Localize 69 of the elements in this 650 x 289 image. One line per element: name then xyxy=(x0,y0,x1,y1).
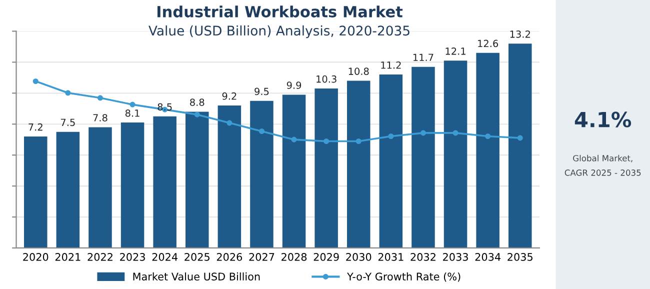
x-tick-label: 2022 xyxy=(88,253,112,261)
bar xyxy=(444,60,468,248)
x-tick-label: 2032 xyxy=(410,253,436,261)
bar xyxy=(379,74,403,248)
bar xyxy=(250,100,274,248)
x-tick-label: 2028 xyxy=(282,253,307,261)
text: CAGR 2025 - 2035 xyxy=(564,170,641,176)
point xyxy=(32,78,38,84)
point xyxy=(485,133,491,140)
point xyxy=(356,138,362,144)
x-tick-label: 2023 xyxy=(120,253,145,261)
bar xyxy=(56,132,80,248)
bar xyxy=(476,52,500,248)
bar xyxy=(186,112,209,248)
data-label: 8.8 xyxy=(190,98,204,106)
data-label: 7.8 xyxy=(93,114,108,122)
point xyxy=(65,90,71,96)
bar xyxy=(346,80,370,248)
x-tick-label: 2035 xyxy=(508,253,532,261)
text: Global Market, xyxy=(573,154,632,162)
data-label: 11.2 xyxy=(381,61,401,69)
bar xyxy=(314,88,338,248)
x-tick-label: 2025 xyxy=(184,253,210,261)
x-tick-label: 2031 xyxy=(378,253,404,261)
point xyxy=(420,130,426,136)
x-tick-label: 2024 xyxy=(152,253,178,261)
data-label: 9.2 xyxy=(222,92,236,100)
bar xyxy=(218,106,242,248)
bar xyxy=(120,122,144,248)
point xyxy=(452,130,458,136)
legend-label: Y-o-Y Growth Rate (%) xyxy=(347,272,460,282)
data-label: 10.8 xyxy=(348,68,369,75)
data-label: 9.9 xyxy=(286,82,302,89)
point xyxy=(388,133,394,140)
data-label: 7.2 xyxy=(28,123,42,131)
point xyxy=(130,102,136,108)
x-tick-label: 2020 xyxy=(23,253,48,261)
legend-label: Market Value USD Billion xyxy=(133,272,260,280)
x-tick-label: 2021 xyxy=(55,253,80,261)
point xyxy=(324,138,330,144)
x-tick-label: 2027 xyxy=(249,253,274,261)
data-label: 13.2 xyxy=(510,30,530,38)
point xyxy=(517,135,523,141)
data-label: 12.1 xyxy=(446,48,466,55)
data-label: 10.3 xyxy=(316,75,336,83)
x-tick-label: 2026 xyxy=(216,253,242,261)
bar xyxy=(153,116,176,248)
chart-title: Industrial Workboats Market xyxy=(157,6,403,18)
x-tick-label: 2034 xyxy=(475,253,500,261)
data-label: 12.6 xyxy=(478,40,498,48)
data-label: 8.1 xyxy=(125,109,140,117)
x-tick-label: 2033 xyxy=(443,253,468,261)
point xyxy=(194,112,200,118)
bar xyxy=(282,94,306,248)
data-label: 9.5 xyxy=(254,88,269,96)
bar xyxy=(412,66,435,248)
x-tick-label: 2030 xyxy=(346,253,372,261)
data-label: 7.5 xyxy=(60,118,75,126)
point xyxy=(291,136,297,142)
point xyxy=(97,95,104,101)
point xyxy=(226,120,232,126)
data-label: 11.7 xyxy=(413,54,434,61)
text: 4.1% xyxy=(574,112,632,128)
point xyxy=(258,128,265,134)
bar xyxy=(24,136,48,248)
bar xyxy=(88,127,112,248)
chart-subtitle: Value (USD Billion) Analysis, 2020-2035 xyxy=(148,25,410,38)
bar xyxy=(508,44,532,248)
x-tick-label: 2029 xyxy=(314,253,339,261)
